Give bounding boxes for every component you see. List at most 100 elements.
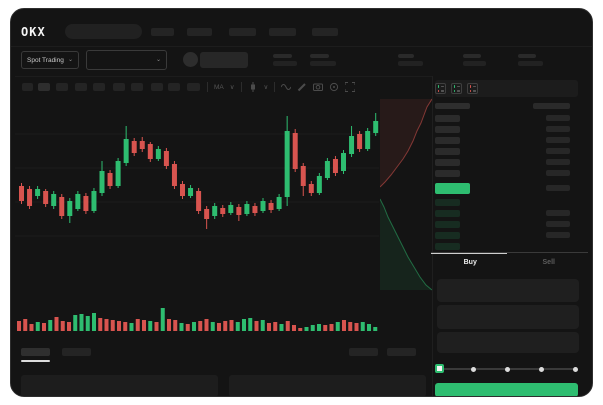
buy-submit-button[interactable] <box>435 383 578 396</box>
tab-sell[interactable]: Sell <box>542 258 555 266</box>
indicator-ma-button[interactable]: MA <box>214 83 224 91</box>
bid-row-price-2[interactable] <box>435 221 460 228</box>
timeframe-button-1[interactable] <box>38 83 50 91</box>
settings-circle-icon[interactable] <box>329 82 339 92</box>
nav-item-3[interactable] <box>269 28 296 36</box>
ask-row-amount-0 <box>546 115 570 121</box>
ticker-stat-label-1 <box>310 54 329 58</box>
nav-item-4[interactable] <box>312 28 338 36</box>
ticker-stat-label-3 <box>463 54 481 58</box>
toolbar-separator <box>274 82 276 92</box>
ticker-stat-value-4 <box>518 61 543 66</box>
trading-pair-dropdown[interactable]: ⌄ <box>86 50 167 70</box>
ticker-stat-value-3 <box>463 61 486 66</box>
bid-row-price-3[interactable] <box>435 232 460 239</box>
bottom-tab-0[interactable] <box>21 348 50 356</box>
camera-snapshot-icon[interactable] <box>313 82 324 92</box>
trade-form-input-1[interactable] <box>437 305 579 329</box>
timeframe-button-3[interactable] <box>75 83 87 91</box>
bid-row-price-0[interactable] <box>435 199 460 206</box>
ticker-stat-value-1 <box>310 61 336 66</box>
trade-form-input-2[interactable] <box>437 332 579 353</box>
chevron-down-icon: ⌄ <box>155 57 161 63</box>
slider-handle[interactable] <box>435 364 444 373</box>
ticker-stat-label-4 <box>518 54 536 58</box>
toolbar-separator <box>240 82 242 92</box>
avatar[interactable] <box>183 52 198 67</box>
ticker-stat-value-2 <box>398 61 423 66</box>
timeframe-button-4[interactable] <box>93 83 105 91</box>
slider-stop-75pct[interactable] <box>538 366 544 372</box>
ticker-stat-label-2 <box>398 54 414 58</box>
bottom-right-button-1[interactable] <box>387 348 416 356</box>
candlestick-svg[interactable] <box>15 97 379 293</box>
orderbook-col-header-amount <box>533 103 570 109</box>
bid-row-amount-2 <box>546 221 570 227</box>
slider-stop-25pct[interactable] <box>470 366 476 372</box>
trade-form-input-0[interactable] <box>437 279 579 302</box>
tab-buy[interactable]: Buy <box>463 258 477 266</box>
ask-row-price-1[interactable] <box>435 126 460 133</box>
ask-row-price-5[interactable] <box>435 170 460 177</box>
trade-form-tabs: Buy Sell <box>431 252 588 271</box>
ask-row-amount-2 <box>546 137 570 143</box>
timeframe-button-2[interactable] <box>56 83 68 91</box>
book-bids-only-icon[interactable] <box>451 83 462 94</box>
subheader-divider <box>15 76 432 77</box>
volume-svg <box>17 308 378 331</box>
fullscreen-icon[interactable] <box>345 82 356 92</box>
active-tab-indicator <box>431 252 507 254</box>
bottom-active-tab-underline <box>21 360 50 362</box>
ticker-stat-label-0 <box>273 54 292 58</box>
ask-row-amount-3 <box>546 148 570 154</box>
bid-row-price-4[interactable] <box>435 243 460 250</box>
candle-style-icon[interactable] <box>248 82 258 92</box>
slider-stop-50pct[interactable] <box>504 366 510 372</box>
current-price-row[interactable] <box>435 183 470 194</box>
toolbar-separator <box>207 82 208 92</box>
book-asks-only-icon[interactable] <box>467 83 478 94</box>
ask-row-price-4[interactable] <box>435 159 460 166</box>
orderbook-col-header-price <box>435 103 470 109</box>
orderbook-header-strip <box>435 80 578 97</box>
orders-panel-skeleton <box>21 375 218 396</box>
timeframe-button-9[interactable] <box>187 83 200 91</box>
panel-divider <box>432 76 433 396</box>
ask-row-price-2[interactable] <box>435 137 460 144</box>
draw-pencil-icon[interactable] <box>297 82 307 92</box>
chevron-down-icon: ⌄ <box>67 57 73 63</box>
timeframe-button-0[interactable] <box>22 83 33 91</box>
ask-row-price-3[interactable] <box>435 148 460 155</box>
nav-item-0[interactable] <box>151 28 174 36</box>
timeframe-button-7[interactable] <box>151 83 163 91</box>
nav-item-1[interactable] <box>187 28 212 36</box>
timeframe-button-6[interactable] <box>131 83 143 91</box>
timeframe-button-8[interactable] <box>168 83 180 91</box>
bottom-tab-1[interactable] <box>62 348 91 356</box>
bid-row-price-1[interactable] <box>435 210 460 217</box>
ticker-stat-value-0 <box>273 61 297 66</box>
bottom-right-button-0[interactable] <box>349 348 378 356</box>
slider-stop-100pct[interactable] <box>572 366 578 372</box>
current-price-amount <box>546 185 570 191</box>
ask-row-amount-1 <box>546 126 570 132</box>
header-action-button[interactable] <box>200 52 248 68</box>
ask-row-price-0[interactable] <box>435 115 460 122</box>
okx-trading-window: OKX Spot Trading ⌄ ⌄ MA ∨ ∨ Buy Sell <box>10 8 593 397</box>
ask-row-amount-5 <box>546 170 570 176</box>
depth-svg[interactable] <box>380 97 432 291</box>
okx-logo: OKX <box>21 25 46 39</box>
bid-row-amount-1 <box>546 210 570 216</box>
book-combined-icon[interactable] <box>435 83 446 94</box>
chevron-down-icon[interactable]: ∨ <box>229 84 235 91</box>
market-type-dropdown[interactable]: Spot Trading ⌄ <box>21 51 79 69</box>
search-input[interactable] <box>65 24 142 39</box>
wave-indicator-icon[interactable] <box>281 82 292 92</box>
chevron-down-icon[interactable]: ∨ <box>263 84 269 91</box>
market-type-label: Spot Trading <box>27 56 64 64</box>
ask-row-amount-4 <box>546 159 570 165</box>
timeframe-button-5[interactable] <box>113 83 125 91</box>
nav-item-2[interactable] <box>229 28 256 36</box>
chart-toolbar-icons: MA ∨ ∨ <box>207 80 356 94</box>
